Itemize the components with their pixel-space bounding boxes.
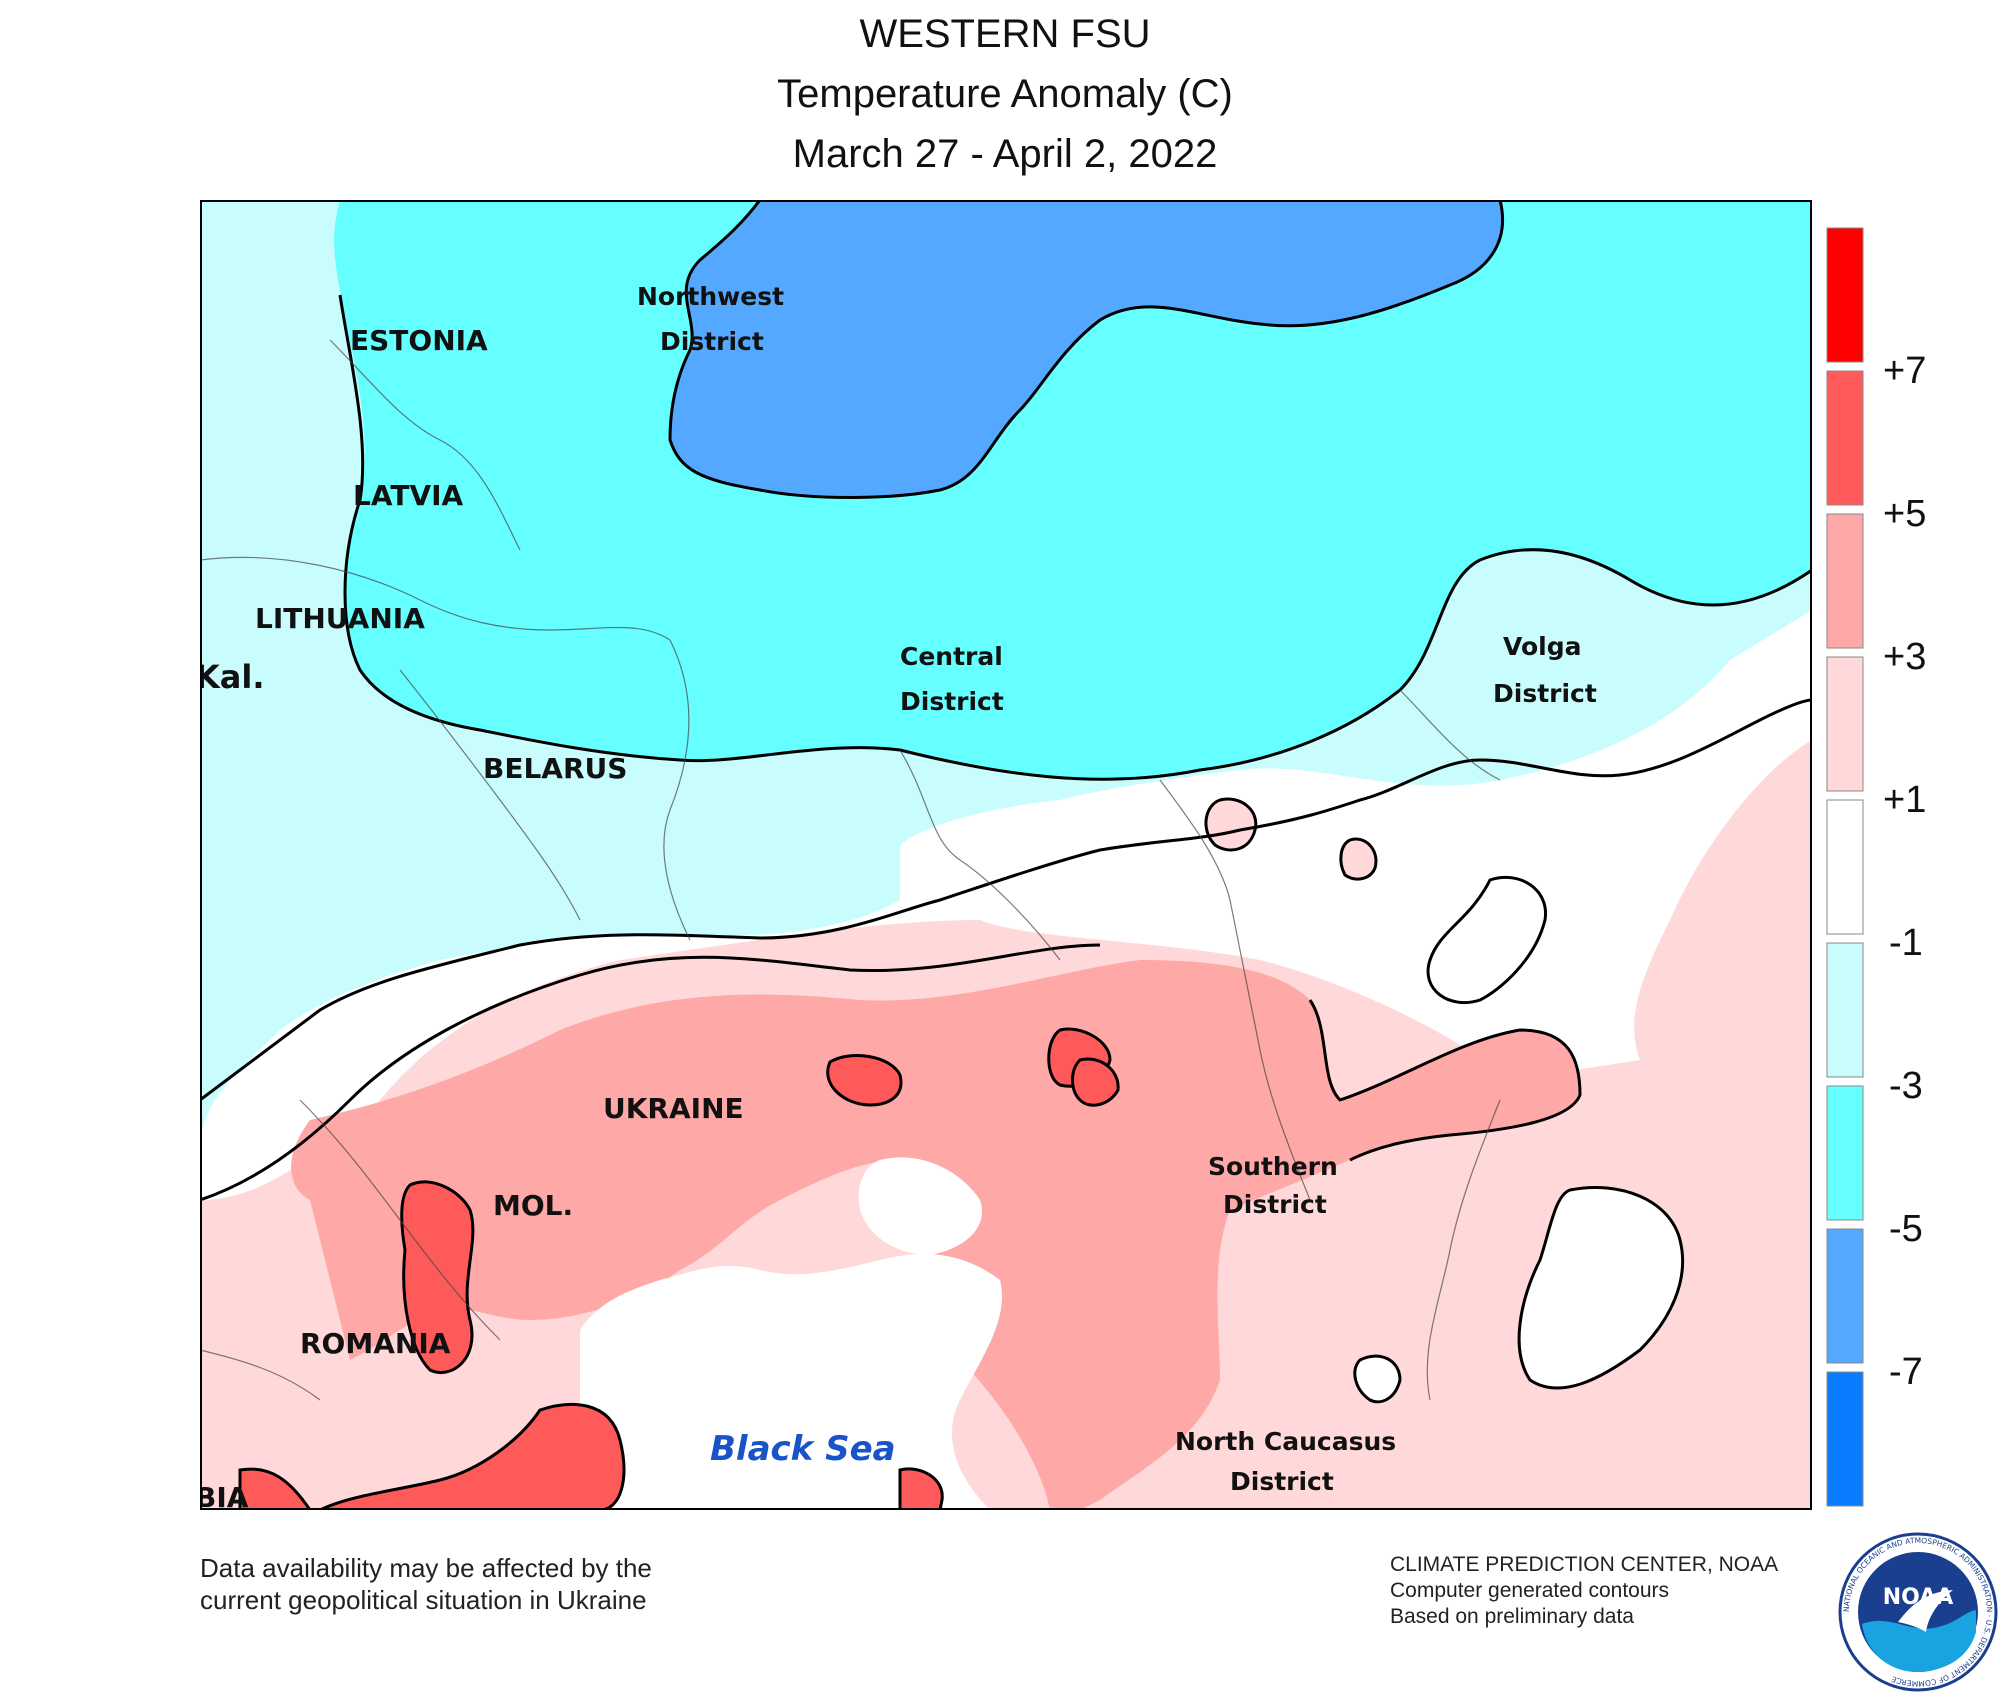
note-line-1: Data availability may be affected by the [200,1553,652,1583]
label-northwest-district-2: District [660,327,764,356]
legend-bin [1826,1085,1864,1221]
noaa-logo-text: NOAA [1883,1585,1954,1610]
legend-tick-label: -3 [1889,1065,1923,1107]
legend-bins [1826,227,1864,1507]
label-belarus: BELARUS [483,752,627,785]
credit-line-2: Computer generated contours [1390,1579,1669,1602]
label-north-caucasus-district-2: District [1230,1467,1334,1496]
political-borders [200,339,1501,1401]
noaa-logo-icon: NOAA NATIONAL OCEANIC AND ATMOSPHERIC AD… [1838,1532,1998,1692]
label-north-caucasus-district: North Caucasus [1175,1427,1396,1456]
legend-bin [1826,513,1864,649]
label-bulgaria-partial: BIA [200,1481,249,1510]
legend-tick-label: +5 [1883,493,1926,535]
contour-lines [200,200,1812,1202]
label-central-district: Central [900,642,1003,671]
label-southern-district: Southern [1208,1152,1338,1181]
legend-tick-label: -7 [1889,1351,1923,1393]
map-subtitle: Temperature Anomaly (C) [777,72,1233,116]
zone-minus7-to-minus5 [670,200,1503,498]
label-lithuania: LITHUANIA [255,602,425,635]
neutral-pockets [1353,875,1685,1404]
zone-plus5-to-plus7 [238,1027,1120,1510]
label-ukraine: UKRAINE [603,1092,744,1125]
credit-line-3: Based on preliminary data [1390,1605,1634,1628]
warm-islands [1204,797,1378,881]
legend-bin [1826,227,1864,363]
zone-plus1-to-plus3 [1694,740,1812,1010]
label-estonia: ESTONIA [350,324,488,357]
label-kaliningrad: Kal. [200,658,265,696]
zone-minus7-to-minus5 [680,370,760,479]
label-romania: ROMANIA [300,1327,451,1360]
legend-tick-label: +7 [1883,350,1926,392]
label-central-district-2: District [900,687,1004,716]
label-southern-district-2: District [1223,1190,1327,1219]
credit-block: CLIMATE PREDICTION CENTER, NOAA Computer… [1390,1552,1778,1630]
legend-tick-label: -1 [1889,922,1923,964]
map-title: WESTERN FSU [859,12,1151,56]
color-legend: +7 +5 +3 +1 -1 -3 -5 -7 [1826,227,1926,1507]
legend-tick-label: -5 [1889,1208,1923,1250]
legend-bin [1826,799,1864,935]
note-line-2: current geopolitical situation in Ukrain… [200,1585,647,1615]
black-sea [580,1254,1002,1510]
data-availability-note: Data availability may be affected by the… [200,1552,652,1616]
map-date-range: March 27 - April 2, 2022 [792,132,1218,176]
label-black-sea: Black Sea [710,1429,896,1469]
legend-tick-label: +3 [1883,636,1926,678]
credit-line-1: CLIMATE PREDICTION CENTER, NOAA [1390,1553,1779,1576]
legend-bin [1826,1228,1864,1364]
temperature-anomaly-map: ESTONIA LATVIA LITHUANIA Kal. BELARUS UK… [200,200,1812,1510]
label-northwest-district: Northwest [637,282,784,311]
sea-of-azov [858,1157,982,1255]
legend-bin [1826,1371,1864,1507]
label-volga-district: Volga [1503,632,1582,661]
label-latvia: LATVIA [353,479,464,512]
legend-bin [1826,942,1864,1078]
label-moldova: MOL. [493,1189,573,1222]
legend-bin [1826,656,1864,792]
legend-bin [1826,370,1864,506]
label-volga-district-2: District [1493,679,1597,708]
legend-tick-label: +1 [1883,779,1926,821]
